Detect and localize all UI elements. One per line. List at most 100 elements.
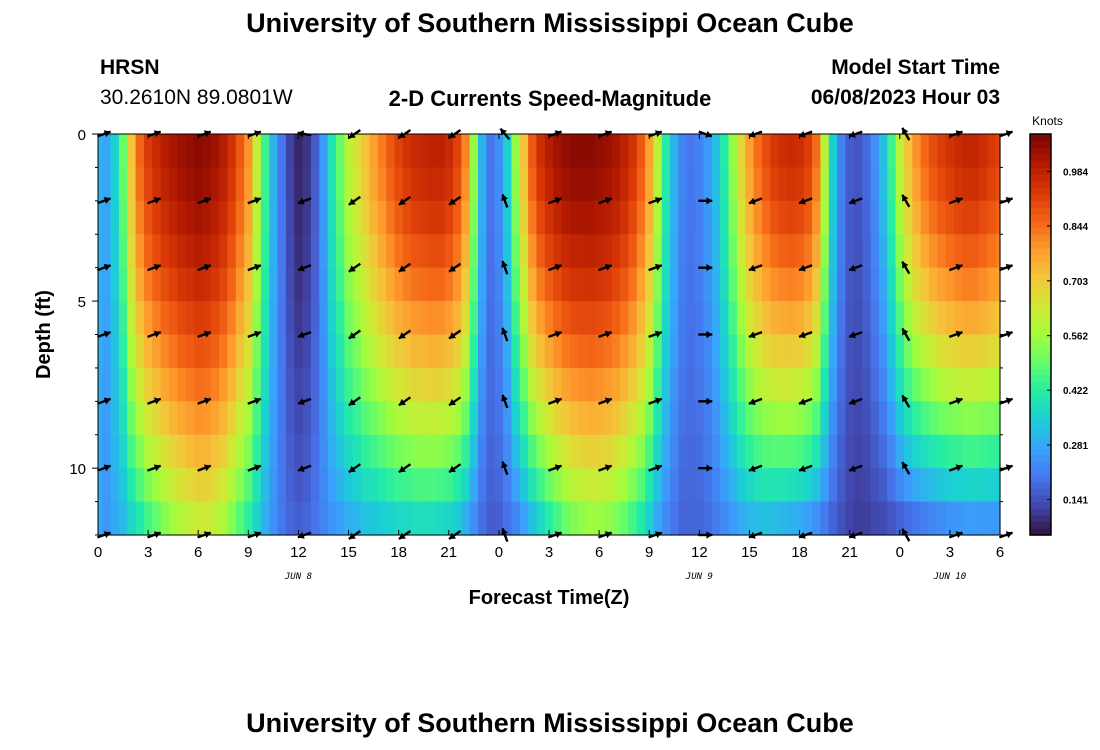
heatmap-cell [711,434,721,469]
heatmap-cell [302,267,312,302]
heatmap-cell [803,501,813,536]
heatmap-cell [536,267,546,302]
arrow-head [348,131,356,138]
heatmap-cell [143,434,153,469]
arrow-head [103,330,111,338]
heatmap-cell [945,234,955,269]
heatmap-cell [862,134,872,169]
heatmap-cell [143,167,153,202]
heatmap-cell [929,200,938,235]
heatmap-cell [611,134,621,169]
heatmap-cell [235,301,245,336]
current-vector-arrow [297,330,312,339]
heatmap-cell [561,134,571,169]
heatmap-cell [503,167,513,202]
heatmap-cell [711,401,721,436]
heatmap-cell [619,434,629,469]
heatmap-cell [102,334,112,369]
heatmap-cell [544,334,554,369]
heatmap-cell [478,234,487,269]
heatmap-cell [427,401,437,436]
heatmap-cell [787,468,796,503]
heatmap-cell [377,301,387,336]
colorbar-segment [1030,301,1051,309]
heatmap-cell [536,334,546,369]
heatmap-cell [336,434,345,469]
heatmap-cell [277,267,287,302]
heatmap-cell [327,301,337,336]
colorbar-tick-label: 0.281 [1063,441,1088,452]
heatmap-cell [336,401,345,436]
heatmap-cell [728,501,738,536]
heatmap-cell [945,134,955,169]
heatmap-cell [937,468,947,503]
heatmap-cell [519,200,529,235]
heatmap-cell [770,134,780,169]
heatmap-cell [152,167,162,202]
arrow-head [254,464,261,472]
heatmap-cell [753,468,763,503]
heatmap-cell [745,434,755,469]
heatmap-cell [686,267,696,302]
heatmap-cell [987,301,997,336]
arrow-head [554,197,562,204]
heatmap-cell [561,334,571,369]
heatmap-cell [778,367,788,402]
heatmap-cell [586,468,596,503]
arrow-head [849,197,856,205]
arrow-head [955,464,963,472]
heatmap-cell [486,367,496,402]
heatmap-cell [970,301,980,336]
heatmap-cell [277,301,287,336]
current-vector-arrow [147,464,162,472]
heatmap-cell [427,134,437,169]
arrow-head [799,331,806,339]
current-vector-arrow [901,194,911,208]
current-vector-arrow [848,197,863,205]
heatmap-cell [528,234,538,269]
heatmap-cell [386,167,396,202]
heatmap-cell [377,367,387,402]
heatmap-cell [227,134,237,169]
heatmap-cell [319,134,329,169]
arrow-head [153,197,161,204]
heatmap-cell [461,134,471,169]
arrow-head [554,464,562,472]
heatmap-cell [987,401,997,436]
heatmap-cell [98,200,103,235]
heatmap-cell [344,501,354,536]
heatmap-cell [828,167,838,202]
arrow-head [849,465,856,472]
heatmap-cell [427,301,437,336]
heatmap-cell [912,167,922,202]
heatmap-cell [778,200,788,235]
heatmap-cell [578,167,588,202]
current-vector-arrow [147,197,162,205]
heatmap-cell [845,134,855,169]
heatmap-cell [127,367,137,402]
heatmap-cell [895,334,905,369]
heatmap-cell [294,301,304,336]
current-vector-arrow [798,464,813,472]
heatmap-cell [586,501,596,536]
heatmap-cell [761,468,771,503]
heatmap-cell [386,267,396,302]
heatmap-cell [110,401,120,436]
arrow-head [449,265,456,272]
heatmap-cell [118,334,128,369]
heatmap-cell [444,200,454,235]
heatmap-cell [260,267,270,302]
colorbar-segment [1030,434,1051,443]
heatmap-cell [361,167,371,202]
current-vector-arrow [648,464,663,472]
arrow-head [706,397,713,405]
heatmap-cell [820,200,830,235]
heatmap-cell [244,468,254,503]
heatmap-cell [478,134,487,169]
page-title-repeat: University of Southern Mississippi Ocean… [246,708,854,738]
heatmap-cell [511,501,521,536]
heatmap-cell [327,167,337,202]
heatmap-cell [135,167,145,202]
heatmap-cell [168,367,178,402]
heatmap-cell [686,134,696,169]
